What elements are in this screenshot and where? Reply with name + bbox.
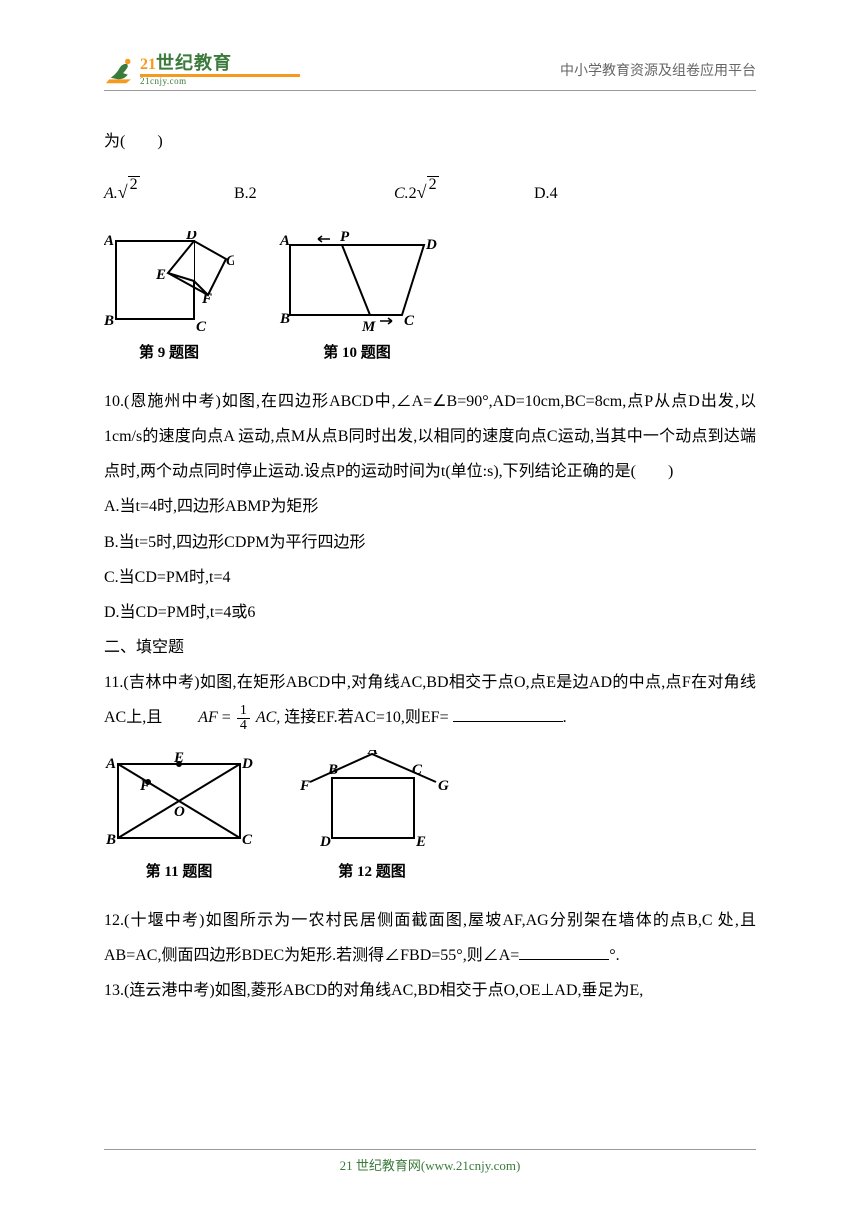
choice-d-val: 4	[550, 176, 558, 211]
label-c: C	[196, 319, 207, 335]
label-m: M	[361, 319, 376, 335]
figure-10-caption: 第 10 题图	[323, 337, 391, 370]
q11-period: .	[563, 709, 567, 726]
label-o: O	[174, 804, 185, 820]
choice-c-label: C.	[394, 176, 409, 211]
choice-c: C. 2√2	[394, 173, 534, 213]
label-c: C	[412, 762, 423, 778]
choice-b: B.2	[234, 176, 394, 211]
figure-11-caption: 第 11 题图	[146, 856, 213, 889]
logo-main: 世纪教育	[156, 53, 232, 73]
q10-opt-c: C.当CD=PM时,t=4	[104, 560, 756, 595]
footer-rule	[104, 1149, 756, 1150]
label-c: C	[242, 832, 253, 848]
figures-row-1: A B C D E F G 第 9 题图	[104, 231, 756, 370]
figure-11-svg: A B C D E F O	[104, 750, 254, 854]
label-p: P	[340, 231, 350, 245]
figure-12-caption: 第 12 题图	[338, 856, 406, 889]
q11-part2: 连接EF.若AC=10,则EF=	[284, 709, 448, 726]
figure-11: A B C D E F O 第 11 题图	[104, 750, 254, 889]
choice-a: A. √2	[104, 173, 234, 213]
fraction-icon: 14	[237, 704, 250, 733]
q11-rhs: AC,	[256, 709, 280, 726]
footer-text: 21 世纪教育网(www.21cnjy.com)	[0, 1155, 860, 1174]
q9-fragment: 为( )	[104, 124, 756, 159]
header-right-text: 中小学教育资源及组卷应用平台	[560, 60, 756, 80]
logo-sub: 21cnjy.com	[140, 77, 300, 86]
label-d: D	[425, 237, 437, 253]
figure-12: A B C D E F G 第 12 题图	[292, 750, 452, 889]
blank-q12	[519, 944, 609, 960]
q12-part1: 12.(十堰中考)如图所示为一农村民居侧面截面图,屋坡AF,AG分别架在墙体的点…	[104, 912, 756, 964]
logo-text: 21世纪教育 21cnjy.com	[140, 54, 300, 86]
label-e: E	[155, 267, 166, 283]
choice-d-label: D.	[534, 176, 550, 211]
label-a: A	[279, 233, 290, 249]
page-header: 21世纪教育 21cnjy.com 中小学教育资源及组卷应用平台	[104, 54, 756, 86]
label-a: A	[105, 756, 116, 772]
q13-stem: 13.(连云港中考)如图,菱形ABCD的对角线AC,BD相交于点O,OE⊥AD,…	[104, 973, 756, 1008]
page-content: 为( ) A. √2 B.2 C. 2√2 D.4	[104, 124, 756, 1008]
figures-row-2: A B C D E F O 第 11 题图	[104, 750, 756, 889]
figure-10-svg: A B C D P M	[272, 231, 442, 335]
choice-b-val: 2	[249, 176, 257, 211]
label-g: G	[226, 253, 234, 269]
label-d: D	[185, 231, 197, 243]
q10-opt-b: B.当t=5时,四边形CDPM为平行四边形	[104, 525, 756, 560]
q9-choices: A. √2 B.2 C. 2√2 D.4	[104, 173, 756, 213]
brand-logo: 21世纪教育 21cnjy.com	[104, 54, 300, 86]
logo-prefix: 21	[140, 56, 156, 73]
section-2-heading: 二、填空题	[104, 630, 756, 665]
q12-degree: °.	[609, 947, 619, 964]
q10-opt-d: D.当CD=PM时,t=4或6	[104, 595, 756, 630]
choice-a-label: A.	[104, 176, 118, 211]
label-f: F	[299, 778, 310, 794]
choice-b-label: B.	[234, 176, 249, 211]
choice-d: D.4	[534, 176, 558, 211]
label-c: C	[404, 313, 415, 329]
figure-9-caption: 第 9 题图	[139, 337, 199, 370]
blank-q11	[453, 706, 563, 722]
q10-opt-a: A.当t=4时,四边形ABMP为矩形	[104, 489, 756, 524]
label-d: D	[241, 756, 253, 772]
label-f: F	[201, 291, 212, 307]
sqrt-icon: √2	[417, 173, 439, 213]
q11-stem: 11.(吉林中考)如图,在矩形ABCD中,对角线AC,BD相交于点O,点E是边A…	[104, 665, 756, 735]
figure-9-svg: A B C D E F G	[104, 231, 234, 335]
q11-eq: =	[222, 709, 231, 726]
label-d: D	[319, 834, 331, 850]
label-e: E	[415, 834, 426, 850]
sqrt-icon: √2	[118, 173, 140, 213]
figure-10: A B C D P M 第 10 题图	[272, 231, 442, 370]
runner-icon	[104, 56, 136, 84]
label-b: B	[105, 832, 116, 848]
label-a: A	[367, 750, 378, 758]
figure-9: A B C D E F G 第 9 题图	[104, 231, 234, 370]
choice-c-coef: 2	[409, 176, 417, 211]
figure-12-svg: A B C D E F G	[292, 750, 452, 854]
q11-lhs: AF	[198, 709, 218, 726]
label-g: G	[438, 778, 449, 794]
label-b: B	[279, 311, 290, 327]
label-b: B	[327, 762, 338, 778]
label-a: A	[104, 233, 114, 249]
q12-stem: 12.(十堰中考)如图所示为一农村民居侧面截面图,屋坡AF,AG分别架在墙体的点…	[104, 903, 756, 973]
q10-stem: 10.(恩施州中考)如图,在四边形ABCD中,∠A=∠B=90°,AD=10cm…	[104, 384, 756, 490]
header-rule	[104, 90, 756, 91]
label-b: B	[104, 313, 114, 329]
